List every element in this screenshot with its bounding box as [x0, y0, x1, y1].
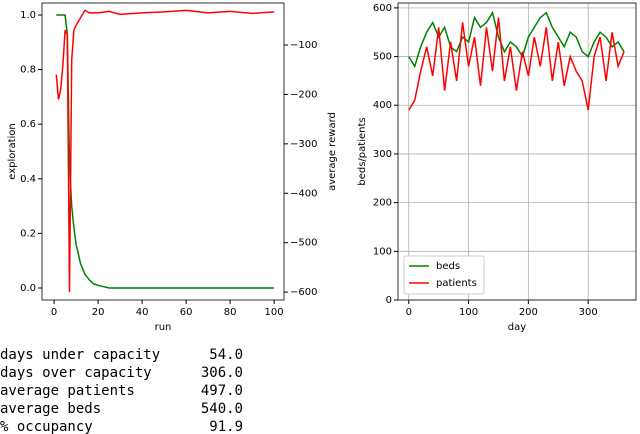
y-tick-label: 200	[373, 198, 392, 209]
x-tick-label: 20	[92, 307, 105, 318]
x-tick-label: 0	[51, 307, 57, 318]
stat-value: 540.0	[201, 401, 243, 417]
series-line	[56, 14, 275, 289]
series-line	[408, 17, 625, 111]
y-tick-label: 0.4	[20, 174, 36, 185]
legend-label: patients	[436, 278, 477, 289]
y-tick-label: 0.0	[20, 283, 36, 294]
y-tick-label: 600	[373, 3, 392, 14]
y-tick-label: 1.0	[20, 10, 36, 21]
x-tick-label: 100	[265, 307, 284, 318]
x-tick-label: 80	[224, 307, 237, 318]
y2-tick-label: −600	[290, 287, 317, 298]
y2-tick-label: −100	[290, 40, 317, 51]
stat-label: days under capacity	[0, 347, 160, 363]
stat-label: days over capacity	[0, 365, 152, 381]
x-axis-label: run	[155, 322, 172, 333]
plot-frame	[397, 2, 637, 301]
y-tick-label: 500	[373, 52, 392, 63]
stat-label: average patients	[0, 383, 135, 399]
y2-tick-label: −500	[290, 238, 317, 249]
x-tick-label: 0	[406, 307, 412, 318]
legend-label: beds	[436, 261, 460, 272]
x-tick-label: 100	[459, 307, 478, 318]
y-tick-label: 0	[386, 295, 392, 306]
x-tick-label: 40	[136, 307, 149, 318]
y2-axis-label: average reward	[327, 112, 338, 191]
y-tick-label: 300	[373, 149, 392, 160]
series-line	[408, 10, 625, 69]
y-tick-label: 0.2	[20, 228, 36, 239]
y-tick-label: 400	[373, 100, 392, 111]
x-tick-label: 60	[180, 307, 193, 318]
x-axis-label: day	[508, 322, 526, 333]
y-axis-label: exploration	[7, 123, 18, 180]
stat-value: 497.0	[201, 383, 243, 399]
stat-value: 54.0	[209, 347, 243, 363]
y-tick-label: 0.6	[20, 119, 36, 130]
y2-tick-label: −400	[290, 188, 317, 199]
y-tick-label: 100	[373, 246, 392, 257]
stat-value: 306.0	[201, 365, 243, 381]
stat-label: % occupancy	[0, 419, 93, 434]
series-line	[55, 9, 275, 293]
plot-frame	[41, 2, 285, 301]
y2-tick-label: −300	[290, 139, 317, 150]
stat-label: average beds	[0, 401, 101, 417]
x-tick-label: 200	[519, 307, 538, 318]
x-tick-label: 300	[579, 307, 598, 318]
y-tick-label: 0.8	[20, 65, 36, 76]
stat-value: 91.9	[209, 419, 243, 434]
y2-tick-label: −200	[290, 89, 317, 100]
y-axis-label: beds/patients	[357, 117, 368, 185]
